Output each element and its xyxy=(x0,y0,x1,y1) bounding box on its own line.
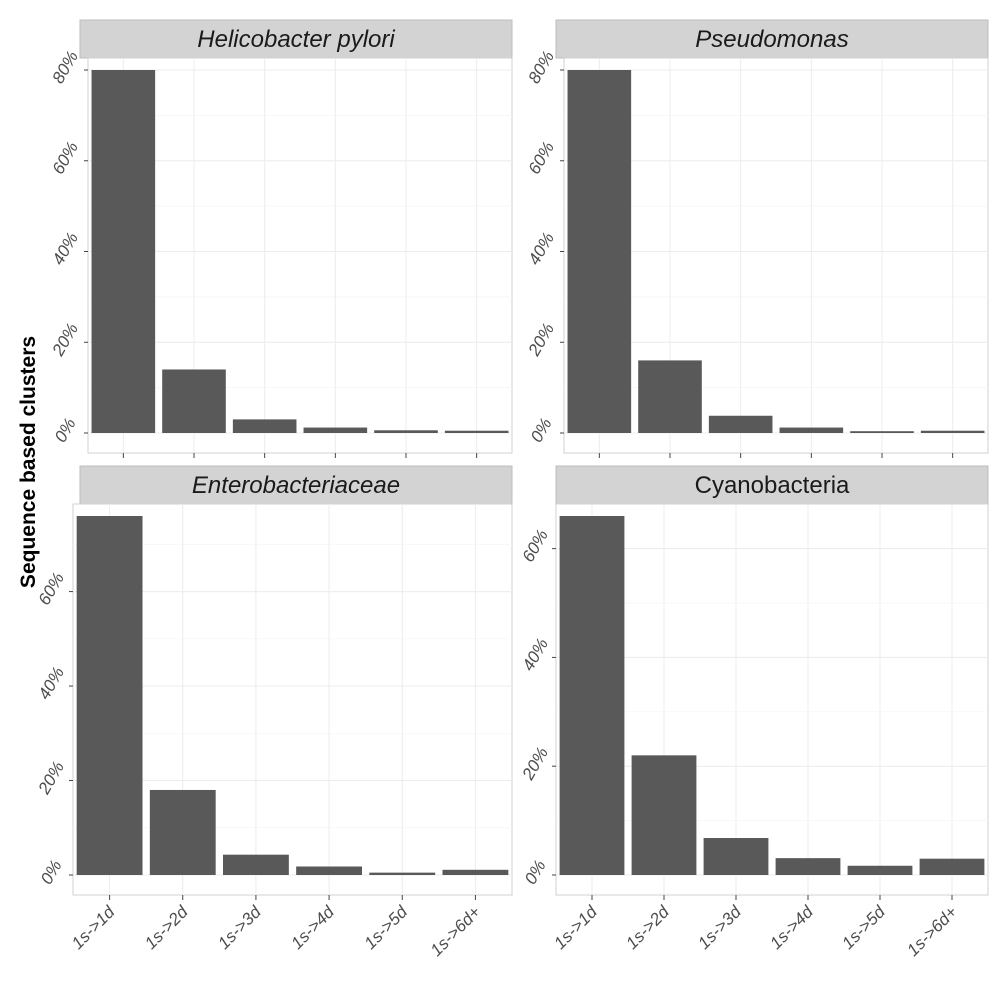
y-tick-label: 60% xyxy=(49,139,82,178)
y-tick-label: 40% xyxy=(49,229,82,268)
bar-1s--4d xyxy=(296,866,363,875)
y-tick-label: 60% xyxy=(525,139,558,178)
bar-1s--1d xyxy=(559,516,625,875)
facet-title: Enterobacteriaceae xyxy=(192,472,400,499)
bar-1s--3d xyxy=(703,838,769,875)
y-tick-label: 0% xyxy=(521,857,550,888)
bar-1s--4d xyxy=(775,858,841,875)
facet-title: Pseudomonas xyxy=(695,26,848,53)
bar-1s--6d+ xyxy=(442,869,509,875)
bar-1s--2d xyxy=(162,369,226,433)
plot-area xyxy=(72,503,513,896)
y-tick-label: 80% xyxy=(49,48,82,87)
x-tick-label: 1s->5d xyxy=(838,902,889,953)
x-tick-label: 1s->1d xyxy=(68,902,119,953)
y-tick-label: 40% xyxy=(35,664,68,703)
y-tick-label: 40% xyxy=(519,635,552,674)
facet-strip xyxy=(79,465,513,505)
plot-area xyxy=(563,57,989,454)
y-tick-label: 0% xyxy=(51,415,80,446)
facet-title: Helicobacter pylori xyxy=(197,26,395,53)
x-tick-label: 1s->6d+ xyxy=(903,902,961,960)
x-tick-label: 1s->6d+ xyxy=(427,902,485,960)
bar-1s--2d xyxy=(638,360,702,433)
bar-1s--5d xyxy=(374,430,438,433)
x-tick-label: 1s->3d xyxy=(694,902,745,953)
y-tick-label: 20% xyxy=(34,758,68,798)
y-tick-label: 80% xyxy=(525,48,558,87)
facet-panel: Helicobacter pylori 0% 20% 40% 60% 80% xyxy=(48,19,513,458)
x-tick-label: 1s->4d xyxy=(766,902,817,953)
bar-1s--2d xyxy=(149,789,216,875)
x-tick-label: 1s->4d xyxy=(287,902,338,953)
bar-1s--5d xyxy=(369,872,436,875)
bar-1s--3d xyxy=(222,854,289,875)
x-tick-label: 1s->3d xyxy=(214,902,265,953)
facet-panel: Cyanobacteria 0% 20% 40% 60% 1s->1d 1s->2d 1s->… xyxy=(518,465,989,960)
plot-area xyxy=(555,503,989,896)
bar-1s--6d+ xyxy=(920,430,985,433)
bar-1s--6d+ xyxy=(919,858,985,875)
bar-1s--5d xyxy=(850,431,914,433)
bar-1s--1d xyxy=(91,70,156,433)
x-tick-label: 1s->2d xyxy=(141,902,192,953)
y-tick-label: 20% xyxy=(518,744,552,784)
bar-1s--4d xyxy=(779,427,844,433)
y-tick-label: 40% xyxy=(525,229,558,268)
x-tick-label: 1s->5d xyxy=(361,902,412,953)
y-tick-label: 0% xyxy=(527,415,556,446)
bar-1s--3d xyxy=(708,415,773,433)
facet-title: Cyanobacteria xyxy=(695,472,850,499)
plot-area xyxy=(87,57,513,454)
y-tick-label: 20% xyxy=(48,320,82,360)
facet-strip xyxy=(555,465,989,505)
bar-1s--3d xyxy=(232,419,297,433)
bar-1s--6d+ xyxy=(444,430,509,433)
y-tick-label: 60% xyxy=(519,526,552,565)
bar-1s--1d xyxy=(567,70,632,433)
bar-1s--4d xyxy=(303,427,368,433)
y-tick-label: 0% xyxy=(37,857,66,888)
x-tick-label: 1s->1d xyxy=(550,902,601,953)
facet-strip xyxy=(79,19,513,59)
bar-1s--1d xyxy=(76,516,143,875)
x-tick-label: 1s->2d xyxy=(622,902,673,953)
facet-panel: Pseudomonas 0% 20% 40% 60% 80% xyxy=(524,19,989,458)
y-axis-title: Sequence based clusters xyxy=(17,336,40,588)
bar-1s--2d xyxy=(631,755,697,875)
y-tick-label: 20% xyxy=(524,320,558,360)
bar-1s--5d xyxy=(847,865,913,875)
